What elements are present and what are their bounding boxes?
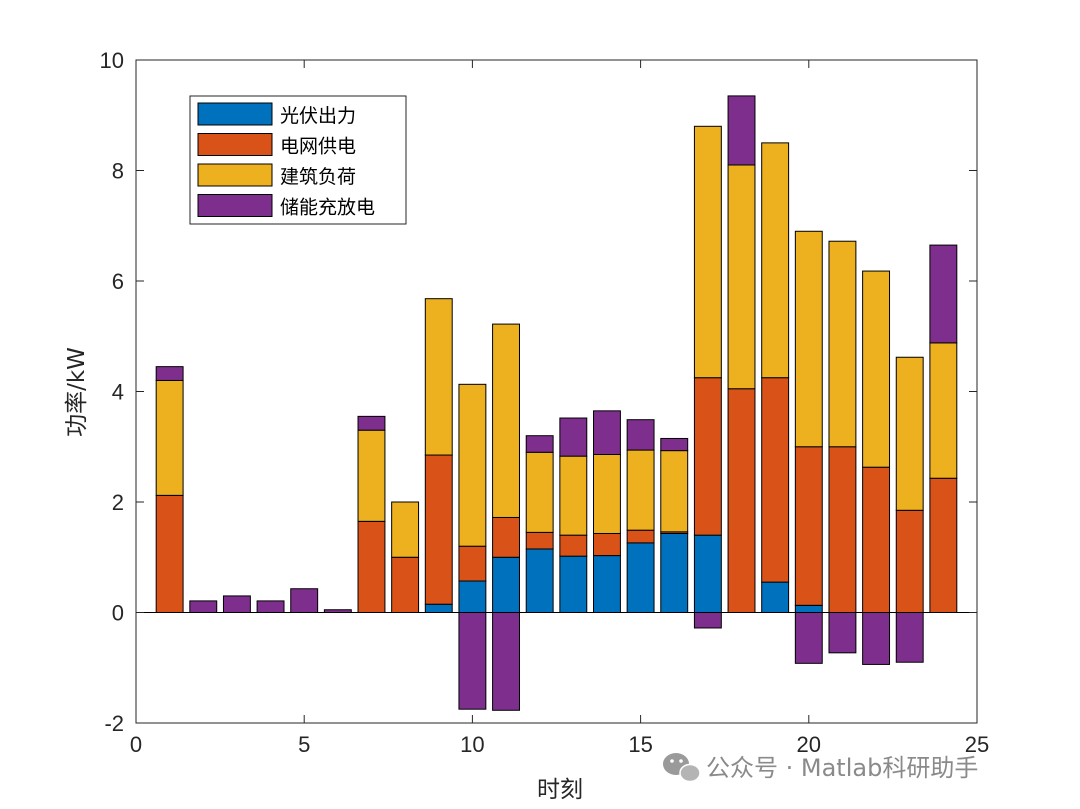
bar-s4-t5 (290, 588, 319, 613)
bar-s3-t12 (525, 451, 554, 533)
bar-s4-t12 (525, 435, 554, 453)
bar-s1-t20 (794, 604, 823, 614)
legend-label-2: 电网供电 (280, 136, 356, 158)
bar-s3-t17 (693, 125, 722, 379)
bar-s2-t11 (492, 516, 520, 558)
bar-s4-t23 (895, 612, 924, 663)
bar-s1-t9 (424, 603, 453, 614)
bar-s4-t22 (862, 612, 891, 665)
y-tick-label: -2 (104, 711, 124, 736)
bar-s3-t19 (761, 142, 790, 379)
legend-swatch-4 (197, 194, 273, 217)
legend-label-3: 建筑负荷 (280, 166, 356, 188)
bar-s2-t10 (458, 545, 487, 582)
bar-s4-t16 (660, 437, 689, 452)
bar-s2-t18 (727, 388, 756, 613)
bar-s4-t17 (693, 612, 722, 629)
bar-s1-t17 (693, 534, 722, 614)
legend-label-1: 光伏出力 (280, 105, 356, 127)
bar-s2-t14 (593, 532, 621, 557)
bar-s2-t12 (525, 531, 554, 550)
bar-s2-t15 (626, 529, 655, 544)
legend-label-4: 储能充放电 (280, 197, 375, 219)
bar-s3-t11 (492, 323, 520, 518)
bar-s2-t13 (559, 534, 588, 557)
bar-s4-t21 (828, 612, 857, 654)
bar-s1-t15 (626, 542, 655, 614)
y-tick-label: 6 (112, 269, 124, 294)
x-tick-label: 15 (628, 732, 652, 757)
bar-s3-t18 (727, 164, 756, 390)
bar-series-group (155, 95, 958, 711)
bar-s1-t12 (525, 548, 554, 614)
bar-s3-t14 (593, 453, 621, 534)
legend-swatch-1 (197, 102, 273, 126)
y-axis-label: 功率/kW (64, 347, 90, 437)
bar-s2-t9 (424, 454, 453, 605)
bar-s2-t23 (895, 509, 924, 614)
bar-s4-t10 (458, 612, 487, 710)
bar-s4-t18 (727, 95, 756, 166)
bar-s3-t9 (424, 298, 453, 456)
y-tick-label: 2 (112, 490, 124, 515)
bar-s4-t4 (256, 600, 285, 614)
wechat-icon (663, 753, 701, 783)
legend-swatch-3 (197, 163, 273, 187)
bar-s4-t2 (189, 600, 218, 614)
bar-s3-t8 (391, 501, 420, 558)
bar-s3-t21 (828, 240, 857, 448)
bar-s1-t14 (593, 555, 621, 614)
bar-s4-t15 (626, 419, 655, 451)
bar-s3-t16 (660, 450, 689, 533)
bar-s1-t16 (660, 532, 689, 613)
bar-s3-t1 (155, 379, 184, 496)
bar-s3-t23 (895, 356, 924, 511)
bar-s4-t1 (155, 366, 184, 381)
y-tick-label: 4 (112, 380, 124, 405)
bar-s1-t11 (492, 556, 520, 613)
bar-s4-t14 (593, 410, 621, 455)
bar-s3-t15 (626, 449, 655, 531)
bar-s2-t7 (357, 520, 386, 614)
legend-swatch-2 (197, 133, 273, 156)
x-tick-label: 0 (130, 732, 142, 757)
bar-s2-t19 (761, 377, 790, 583)
bar-s4-t11 (492, 612, 520, 711)
bar-s2-t1 (155, 494, 184, 613)
bar-s1-t19 (761, 581, 790, 613)
bar-s2-t8 (391, 556, 420, 613)
watermark-text: 公众号 · Matlab科研助手 (706, 754, 978, 782)
bar-s4-t13 (559, 417, 588, 457)
bar-s2-t22 (862, 466, 891, 613)
bar-s3-t20 (794, 230, 823, 448)
bar-s2-t21 (828, 446, 857, 613)
x-tick-label: 25 (965, 732, 989, 757)
x-tick-label: 20 (797, 732, 821, 757)
x-axis-label: 时刻 (537, 777, 583, 803)
bar-s2-t17 (693, 377, 722, 536)
bar-s2-t20 (794, 446, 823, 606)
watermark: 公众号 · Matlab科研助手 (663, 753, 978, 783)
bar-s4-t7 (357, 415, 386, 431)
bar-s3-t13 (559, 455, 588, 536)
y-tick-label: 8 (112, 159, 124, 184)
bar-s1-t13 (559, 555, 588, 614)
bar-s3-t10 (458, 383, 487, 547)
y-tick-label: 0 (112, 601, 124, 626)
x-tick-label: 5 (298, 732, 310, 757)
bar-s4-t3 (222, 595, 251, 613)
bar-s1-t10 (458, 580, 487, 614)
bar-s2-t24 (929, 477, 958, 613)
bar-s3-t7 (357, 429, 386, 522)
bar-s4-t24 (929, 244, 958, 344)
bar-s4-t20 (794, 612, 823, 664)
x-tick-label: 10 (460, 732, 484, 757)
y-tick-label: 10 (100, 48, 124, 73)
bar-s3-t22 (862, 270, 891, 468)
bar-s3-t24 (929, 342, 958, 479)
